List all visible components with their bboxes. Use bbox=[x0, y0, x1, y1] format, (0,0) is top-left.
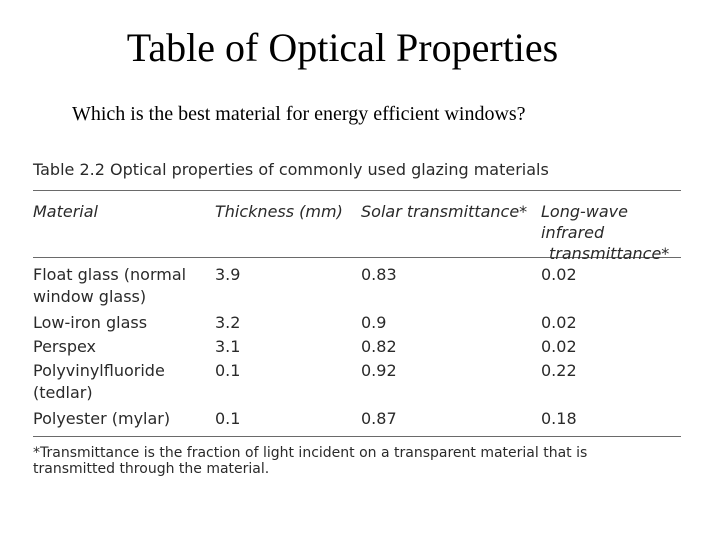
table-bottom-rule bbox=[33, 436, 681, 437]
cell-material: Low-iron glass bbox=[33, 313, 148, 332]
header-material: Material bbox=[33, 202, 98, 221]
cell-material: Polyvinylfluoride (tedlar) bbox=[33, 360, 211, 404]
table-footnote: *Transmittance is the fraction of light … bbox=[33, 437, 681, 477]
table-row: Polyester (mylar) 0.1 0.87 0.18 bbox=[33, 408, 681, 430]
table-top-rule bbox=[33, 190, 681, 191]
cell-solar: 0.9 bbox=[361, 313, 387, 332]
table-row: Polyvinylfluoride (tedlar) 0.1 0.92 0.22 bbox=[33, 360, 681, 406]
footnote-line1: *Transmittance is the fraction of light … bbox=[33, 445, 588, 461]
cell-solar: 0.82 bbox=[361, 337, 397, 356]
cell-thickness: 0.1 bbox=[215, 409, 241, 428]
header-longwave-line1: Long-wave bbox=[541, 202, 628, 221]
cell-longwave: 0.22 bbox=[541, 361, 577, 380]
table-row: Float glass (normal window glass) 3.9 0.… bbox=[33, 264, 681, 310]
table-body: Float glass (normal window glass) 3.9 0.… bbox=[33, 258, 681, 430]
cell-solar: 0.92 bbox=[361, 361, 397, 380]
table-header-row: Material Thickness (mm) Solar transmitta… bbox=[33, 191, 681, 263]
cell-solar: 0.87 bbox=[361, 409, 397, 428]
slide-title: Table of Optical Properties bbox=[126, 25, 559, 70]
cell-longwave: 0.02 bbox=[541, 337, 577, 356]
header-longwave-line2: infrared bbox=[541, 223, 605, 242]
header-thickness: Thickness (mm) bbox=[215, 202, 343, 221]
cell-material: Perspex bbox=[33, 337, 97, 356]
header-solar-transmittance: Solar transmittance* bbox=[361, 202, 528, 221]
cell-material-line2: window glass) bbox=[33, 287, 147, 306]
cell-thickness: 3.1 bbox=[215, 337, 241, 356]
table-row: Perspex 3.1 0.82 0.02 bbox=[33, 336, 681, 358]
cell-material-line2: (tedlar) bbox=[33, 383, 93, 402]
cell-material: Float glass (normal window glass) bbox=[33, 264, 211, 308]
cell-thickness: 3.9 bbox=[215, 265, 241, 284]
cell-material-line1: Float glass (normal bbox=[33, 265, 187, 284]
slide-subtitle: Which is the best material for energy ef… bbox=[72, 103, 526, 125]
cell-longwave: 0.02 bbox=[541, 265, 577, 284]
footnote-line2: transmitted through the material. bbox=[33, 461, 270, 477]
table-row: Low-iron glass 3.2 0.9 0.02 bbox=[33, 312, 681, 334]
cell-thickness: 0.1 bbox=[215, 361, 241, 380]
table-caption: Table 2.2 Optical properties of commonly… bbox=[33, 160, 549, 179]
header-longwave-transmittance: Long-wave infrared transmittance* bbox=[541, 201, 681, 264]
header-longwave-line3: transmittance* bbox=[549, 244, 670, 263]
cell-solar: 0.83 bbox=[361, 265, 397, 284]
cell-material: Polyester (mylar) bbox=[33, 409, 171, 428]
optical-properties-table: Table 2.2 Optical properties of commonly… bbox=[33, 156, 681, 477]
table-header-rule bbox=[33, 257, 681, 258]
cell-longwave: 0.18 bbox=[541, 409, 577, 428]
cell-longwave: 0.02 bbox=[541, 313, 577, 332]
cell-thickness: 3.2 bbox=[215, 313, 241, 332]
cell-material-line1: Polyvinylfluoride bbox=[33, 361, 165, 380]
